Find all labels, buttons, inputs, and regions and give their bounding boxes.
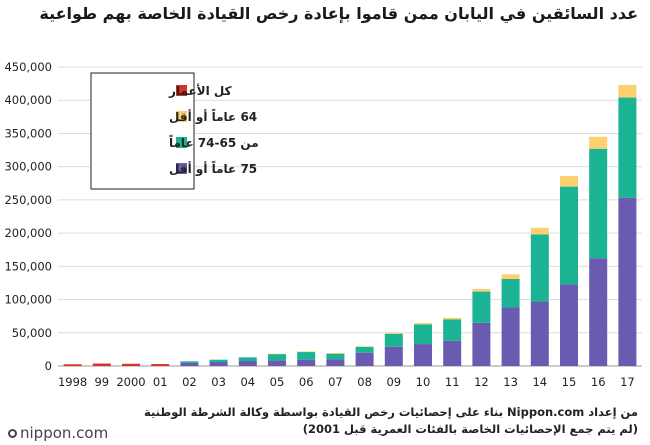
bar-segment	[618, 84, 637, 98]
bar-segment	[122, 363, 140, 366]
y-tick-label: 150,000	[4, 259, 52, 273]
bars	[63, 84, 637, 366]
bar-segment	[501, 278, 520, 308]
x-tick-label: 10	[416, 375, 431, 389]
x-tick-label: 13	[503, 375, 518, 389]
x-tick-label: 06	[299, 375, 314, 389]
bar-segment	[63, 364, 82, 366]
x-tick-label: 2000	[116, 375, 145, 389]
legend-swatch	[176, 111, 187, 122]
x-tick-label: 02	[182, 375, 197, 389]
bar-segment	[530, 234, 549, 302]
x-tick-label: 08	[357, 375, 372, 389]
bar-segment	[355, 346, 374, 347]
bar-segment	[238, 361, 257, 366]
chart-title: عدد السائقين في اليابان ممن قاموا بإعادة…	[39, 4, 638, 23]
brand-text: nippon.com	[20, 424, 109, 442]
legend-swatch	[176, 85, 187, 96]
bar-segment	[355, 346, 374, 353]
bar-segment	[443, 340, 462, 366]
x-tick-label: 01	[153, 375, 168, 389]
x-tick-label: 15	[562, 375, 577, 389]
source-note: من إعداد Nippon.com بناء على إحصائيات رخ…	[144, 404, 638, 438]
x-tick-label: 03	[211, 375, 226, 389]
y-tick-label: 200,000	[4, 226, 52, 240]
legend-swatch	[176, 163, 187, 174]
x-tick-label: 16	[591, 375, 606, 389]
y-tick-label: 50,000	[12, 326, 52, 340]
x-tick-label: 99	[94, 375, 109, 389]
legend: كل الأعمار 64 عاماً أو أقل من 65-74 عاماً 7…	[90, 72, 259, 190]
bar-segment	[180, 363, 199, 366]
bar-segment	[560, 284, 578, 366]
y-tick-label: 300,000	[4, 160, 52, 174]
bar-segment	[268, 354, 286, 361]
bar-segment	[297, 351, 316, 353]
bar-segment	[472, 288, 491, 292]
bar-segment	[472, 322, 491, 366]
x-tick-label: 09	[386, 375, 401, 389]
bar-segment	[326, 353, 345, 354]
y-tick-label: 250,000	[4, 193, 52, 207]
bar-segment	[414, 344, 432, 366]
x-tick-label: 05	[270, 375, 285, 389]
bar-segment	[443, 319, 462, 341]
legend-swatch	[176, 137, 187, 148]
x-tick-label: 07	[328, 375, 343, 389]
x-axis: 1998 99 2000 01 02 03 04 05 06 07 08 09 10 11 12 13 14 15…	[58, 375, 635, 389]
brand-dot-icon	[8, 429, 17, 438]
bar-segment	[560, 186, 578, 285]
bar-segment	[384, 332, 403, 334]
bar-segment	[209, 359, 228, 363]
x-tick-label: 17	[620, 375, 635, 389]
bar-segment	[618, 197, 637, 366]
x-tick-label: 04	[240, 375, 255, 389]
bar-segment	[297, 359, 316, 366]
bar-segment	[355, 352, 374, 366]
bar-segment	[443, 317, 462, 320]
y-tick-label: 100,000	[4, 293, 52, 307]
y-tick-label: 400,000	[4, 93, 52, 107]
source-line-1: من إعداد Nippon.com بناء على إحصائيات رخ…	[144, 405, 638, 419]
bar-segment	[472, 291, 491, 323]
source-line-2: (لم يتم جمع الإحصائيات الخاصة بالفئات ال…	[302, 422, 638, 436]
bar-segment	[326, 353, 345, 360]
bar-segment	[530, 227, 549, 235]
bar-segment	[268, 353, 286, 355]
bar-segment	[414, 324, 432, 345]
legend-label: من 65-74 عاماً	[169, 134, 259, 150]
brand-logo: nippon.com	[8, 424, 108, 442]
bar-segment	[414, 323, 432, 325]
legend-label: 75 عاماً أو أقل	[169, 160, 257, 177]
y-axis: 0 50,000 100,000 150,000 200,000 250,000 300,0…	[4, 60, 52, 373]
bar-segment	[238, 357, 257, 362]
bar-segment	[589, 148, 608, 259]
bar-segment	[560, 175, 578, 187]
bar-segment	[501, 307, 520, 366]
bar-segment	[209, 362, 228, 366]
bar-segment	[589, 258, 608, 366]
bar-segment	[92, 363, 111, 366]
bar-segment	[268, 360, 286, 366]
bar-segment	[384, 333, 403, 347]
legend-label: 64 عاماً أو أقل	[169, 108, 257, 125]
bar-segment	[151, 364, 170, 366]
x-tick-label: 14	[532, 375, 547, 389]
x-tick-label: 1998	[58, 375, 87, 389]
bar-segment	[384, 346, 403, 366]
bar-segment	[618, 97, 637, 198]
x-tick-label: 11	[445, 375, 460, 389]
bar-segment	[326, 359, 345, 366]
bar-segment	[180, 361, 199, 364]
bar-segment	[501, 274, 520, 279]
x-tick-label: 12	[474, 375, 489, 389]
bar-segment	[589, 136, 608, 149]
bar-segment	[297, 352, 316, 360]
bar-segment	[530, 301, 549, 366]
stacked-bar-chart: 0 50,000 100,000 150,000 200,000 250,000 300,0…	[4, 60, 642, 389]
y-tick-label: 450,000	[4, 60, 52, 74]
legend-label: كل الأعمار	[168, 83, 232, 98]
y-tick-label: 0	[45, 359, 52, 373]
y-tick-label: 350,000	[4, 126, 52, 140]
